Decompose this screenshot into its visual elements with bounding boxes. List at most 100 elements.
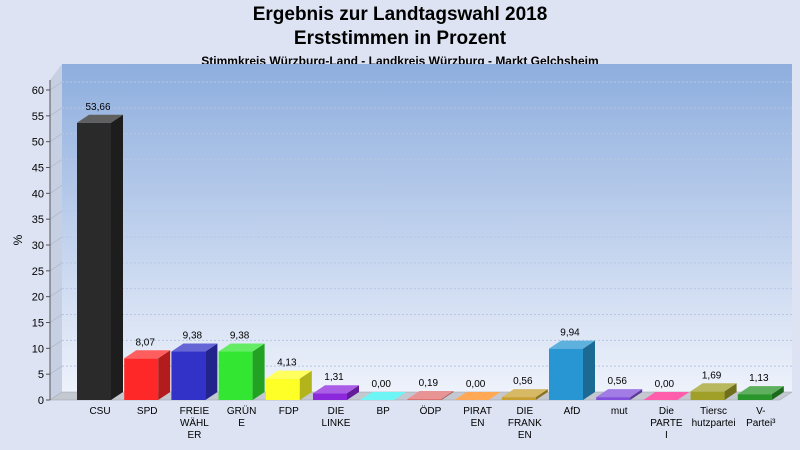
grid-line-side [49,365,63,375]
y-tick-label: 60 [32,85,44,97]
y-tick-label: 0 [38,395,44,407]
bar-top [313,385,359,394]
y-tick-label: 20 [32,292,44,304]
category-label: CSU [89,406,110,417]
grid-line-side [49,262,63,272]
bar-top [218,343,265,352]
category-label: mut [611,406,628,417]
bar-front [313,393,347,400]
data-label: 1,13 [749,373,769,384]
bars: 53,66 8,07 9,38 9,38 4,13 1,31 0,00 0,19 0,00 0,5… [77,102,784,401]
category-label: Tiersc hutzpartei [692,406,736,429]
category-label: FREIE WÄHL ER [180,406,210,441]
bar: 9,38 [171,331,218,400]
bar: 1,13 [737,373,784,400]
bar-side [205,343,218,400]
y-tick-label: 10 [32,343,44,355]
bar-side [252,343,265,400]
bar-side [441,391,454,400]
bar-top [643,392,690,400]
bar: 4,13 [265,358,312,400]
grid-line-side [49,210,63,220]
y-tick-label: 30 [32,240,44,252]
data-label: 0,00 [466,379,486,390]
bar: 0,56 [501,376,548,400]
bar: 0,00 [643,379,690,400]
bar-top [596,389,643,398]
y-tick-label: 25 [32,266,44,278]
bar-front [690,391,725,400]
x-axis: CSU SPD FREIE WÄHL ER GRÜN E FDP DIE LINKE BP ÖDP PI… [89,405,776,441]
bar-side [535,389,548,400]
bar-top [690,383,737,392]
bar-top [549,340,595,349]
bar-side [630,389,643,400]
data-label: 9,38 [230,331,250,342]
category-label: DIE FRANK EN [508,406,542,441]
bar-front [218,351,253,400]
grid-line-side [49,133,63,143]
grid-line-side [49,107,63,117]
bar-front [265,378,300,400]
category-label: SPD [137,406,158,417]
data-label: 0,56 [607,376,627,387]
data-label: 0,19 [419,378,439,389]
bar: 9,94 [549,328,595,400]
bar-front [549,348,583,400]
bar: 53,66 [77,102,123,401]
category-label: ÖDP [420,405,442,417]
grid-line-side [49,288,63,298]
data-label: 4,13 [277,358,297,369]
bar-front [171,351,206,400]
data-label: 1,31 [324,372,344,383]
bar-side [299,370,312,400]
bar: 8,07 [124,337,171,400]
y-tick-label: 50 [32,137,44,149]
bar: 0,19 [407,378,454,400]
bar-front [407,399,442,400]
plot-area [49,64,793,401]
category-label: Die PARTE I [650,406,683,441]
bar-top [77,114,123,123]
chart-title: Ergebnis zur Landtagswahl 2018 [252,4,548,25]
bar-side [771,386,784,400]
bar-side [347,385,359,400]
y-tick-label: 35 [32,214,44,226]
bar-front [501,397,536,400]
y-axis-label: % [11,234,25,245]
category-label: DIE LINKE [322,406,351,429]
category-label: AfD [564,406,581,417]
bar-side [111,114,123,401]
bar-side [583,340,595,400]
bar-side [158,350,171,400]
y-tick-label: 5 [38,369,44,381]
bar-top [454,392,501,400]
category-label: PIRAT EN [463,406,492,429]
category-label: V-Partei³ [746,406,776,429]
bar-front [596,397,631,400]
data-label: 8,07 [135,337,155,348]
grid-line-side [49,184,63,194]
bar: 9,38 [218,331,265,400]
data-label: 9,94 [560,328,580,339]
grid-line-side [49,339,63,349]
bar-side [724,383,737,400]
grid-line-side [49,81,63,91]
data-label: 0,56 [513,376,533,387]
y-tick-label: 55 [32,111,44,123]
grid-line-side [49,236,63,246]
bar-front [77,122,111,401]
bar-top [171,343,218,352]
y-tick-label: 15 [32,318,44,330]
data-label: 9,38 [183,331,203,342]
data-label: 0,00 [371,379,391,390]
category-label: GRÜN E [227,405,256,429]
back-wall [62,64,792,392]
bar: 0,56 [596,376,643,400]
bar-top [265,370,312,379]
category-label: FDP [279,406,299,417]
bar-front [737,394,772,400]
bar: 1,69 [690,370,737,400]
bar-top [124,350,171,359]
